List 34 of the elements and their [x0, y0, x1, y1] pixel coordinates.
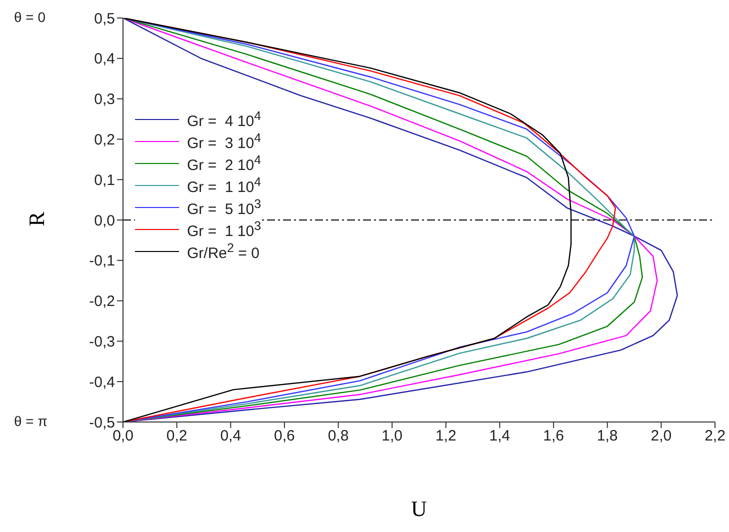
y-axis-title: R	[24, 212, 49, 226]
legend-label: Gr = 1 10$^{4}$	[187, 174, 262, 196]
y-tick-label: -0,3	[89, 334, 115, 351]
x-tick-label: 0,2	[166, 428, 188, 445]
x-tick-label: 0,4	[220, 428, 242, 445]
legend-label: Gr = 1 10$^{3}$	[187, 218, 262, 240]
x-tick-label: 2,2	[704, 428, 726, 445]
y-tick-label: 0,3	[94, 91, 115, 108]
y-tick-label: 0,1	[94, 172, 115, 189]
x-axis-title: U	[411, 496, 427, 521]
y-tick-label: -0,1	[89, 252, 115, 270]
x-tick-label: 1,6	[543, 428, 564, 445]
text: θ = 0	[14, 9, 46, 25]
legend-label: Gr = 5 10$^{3}$	[187, 196, 262, 218]
legend-label: Gr/Re$^{2}$ = 0	[187, 240, 260, 262]
y-tick-label: -0,5	[89, 414, 115, 432]
x-tick-label: 0,0	[112, 428, 134, 445]
y-tick-label: 0,4	[94, 50, 115, 68]
text: θ = π	[14, 413, 48, 429]
x-tick-label: 0,6	[274, 428, 295, 445]
legend-label: Gr = 3 10$^{4}$	[187, 130, 262, 152]
y-tick-label: 0,0	[94, 212, 115, 230]
y-tick-label: 0,2	[94, 132, 115, 149]
y-tick-label: 0,5	[94, 10, 115, 28]
x-tick-label: 0,8	[328, 428, 349, 445]
legend-label: Gr = 4 10$^{4}$	[187, 108, 262, 130]
x-tick-label: 1,0	[382, 428, 403, 445]
y-tick-label: -0,2	[89, 293, 115, 310]
legend-label: Gr = 2 10$^{4}$	[187, 152, 262, 174]
x-tick-label: 1,4	[489, 428, 510, 445]
x-tick-label: 1,2	[435, 428, 456, 445]
y-tick-label: -0,4	[89, 374, 115, 391]
x-tick-label: 2,0	[650, 428, 672, 445]
x-tick-label: 1,8	[596, 428, 618, 445]
